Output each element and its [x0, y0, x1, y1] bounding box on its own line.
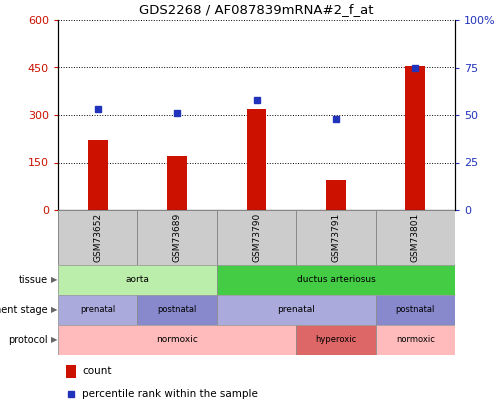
Text: normoxic: normoxic [156, 335, 198, 345]
Text: postnatal: postnatal [396, 305, 435, 315]
Bar [376, 295, 455, 325]
Text: GSM73652: GSM73652 [93, 213, 102, 262]
Bar [66, 365, 76, 377]
Bar [58, 265, 217, 295]
Text: postnatal: postnatal [158, 305, 197, 315]
Text: percentile rank within the sample: percentile rank within the sample [82, 389, 258, 399]
Bar [217, 295, 376, 325]
Text: hyperoxic: hyperoxic [316, 335, 356, 345]
Text: ▶: ▶ [51, 335, 58, 345]
Bar [217, 265, 455, 295]
Text: tissue: tissue [18, 275, 48, 285]
Text: GSM73801: GSM73801 [411, 213, 420, 262]
Bar [376, 325, 455, 355]
Title: GDS2268 / AF087839mRNA#2_f_at: GDS2268 / AF087839mRNA#2_f_at [139, 3, 374, 16]
Text: count: count [82, 367, 112, 377]
Bar [167, 156, 187, 210]
Text: GSM73689: GSM73689 [172, 213, 182, 262]
Bar [376, 210, 455, 265]
Text: ▶: ▶ [51, 275, 58, 284]
Bar [88, 141, 108, 210]
Bar [296, 210, 376, 265]
Text: GSM73791: GSM73791 [332, 213, 340, 262]
Text: GSM73790: GSM73790 [252, 213, 261, 262]
Bar [406, 66, 425, 210]
Text: ductus arteriosus: ductus arteriosus [296, 275, 376, 284]
Bar [138, 210, 217, 265]
Bar [58, 325, 296, 355]
Bar [326, 180, 346, 210]
Bar [138, 295, 217, 325]
Text: prenatal: prenatal [278, 305, 315, 315]
Text: protocol: protocol [8, 335, 48, 345]
Bar [246, 109, 266, 210]
Text: ▶: ▶ [51, 305, 58, 315]
Text: development stage: development stage [0, 305, 48, 315]
Bar [217, 210, 296, 265]
Text: prenatal: prenatal [80, 305, 116, 315]
Bar [58, 295, 138, 325]
Bar [296, 325, 376, 355]
Text: aorta: aorta [126, 275, 150, 284]
Text: normoxic: normoxic [396, 335, 434, 345]
Bar [58, 210, 138, 265]
